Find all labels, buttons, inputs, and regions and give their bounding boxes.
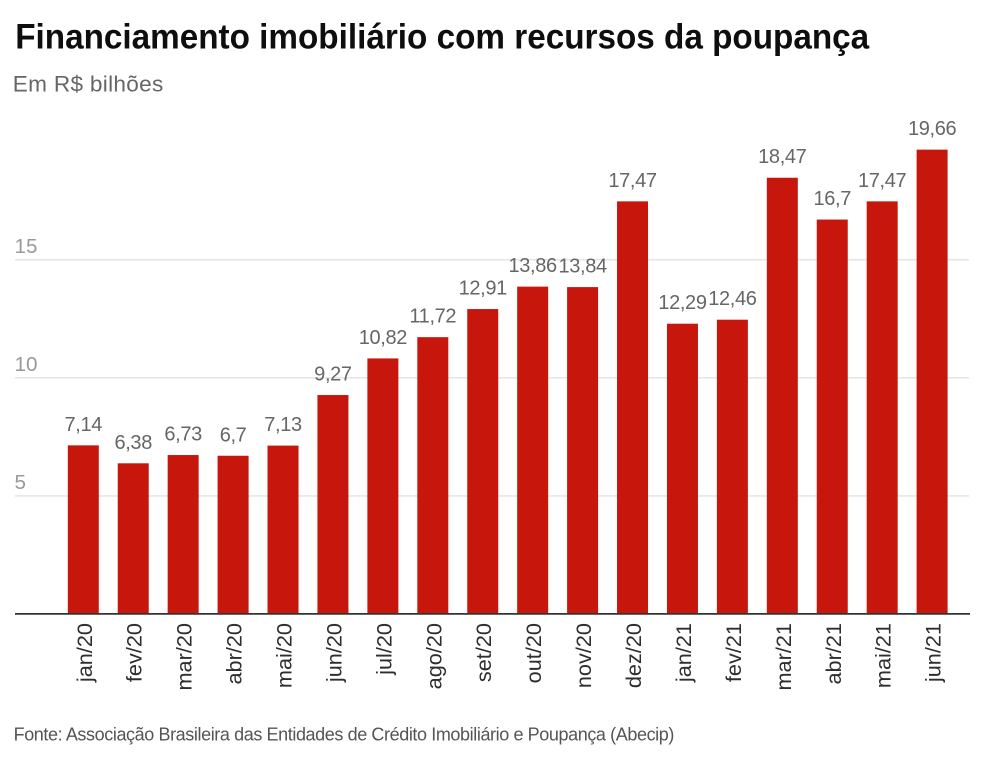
svg-text:nov/20: nov/20 [571,623,596,688]
svg-text:jun/21: jun/21 [921,623,946,683]
svg-text:5: 5 [15,471,27,494]
svg-text:out/20: out/20 [521,623,546,683]
svg-text:17,47: 17,47 [858,170,907,192]
svg-text:abr/21: abr/21 [821,623,846,685]
svg-text:fev/20: fev/20 [122,623,147,682]
svg-text:12,91: 12,91 [459,278,508,300]
svg-text:mar/21: mar/21 [771,623,796,691]
svg-text:Financiamento imobiliário com: Financiamento imobiliário com recursos d… [15,17,869,57]
svg-text:jun/20: jun/20 [321,623,346,683]
svg-text:mai/21: mai/21 [871,623,896,688]
svg-text:Em R$ bilhões: Em R$ bilhões [13,72,164,97]
svg-text:15: 15 [15,235,38,258]
svg-text:10,82: 10,82 [359,327,408,349]
svg-text:ago/20: ago/20 [421,623,446,689]
svg-text:jan/20: jan/20 [72,623,97,683]
svg-text:mar/20: mar/20 [172,623,197,691]
svg-text:18,47: 18,47 [758,146,807,168]
svg-text:12,29: 12,29 [658,292,707,314]
svg-text:6,7: 6,7 [220,424,247,446]
svg-text:6,73: 6,73 [164,424,202,446]
svg-text:13,86: 13,86 [509,255,558,277]
svg-text:abr/20: abr/20 [222,623,247,685]
svg-text:set/20: set/20 [471,623,496,682]
svg-text:19,66: 19,66 [908,118,957,140]
svg-text:7,14: 7,14 [65,414,103,436]
svg-text:jan/21: jan/21 [671,623,696,683]
svg-text:16,7: 16,7 [813,188,851,210]
svg-text:dez/20: dez/20 [621,623,646,688]
svg-text:13,84: 13,84 [558,256,607,278]
svg-text:17,47: 17,47 [608,170,657,192]
svg-text:fev/21: fev/21 [721,623,746,682]
svg-text:10: 10 [15,353,38,376]
svg-text:9,27: 9,27 [314,364,352,386]
svg-text:mai/20: mai/20 [272,623,297,688]
svg-text:6,38: 6,38 [114,432,152,454]
svg-text:7,13: 7,13 [264,414,302,436]
svg-text:12,46: 12,46 [708,288,757,310]
svg-text:Fonte: Associação Brasileira d: Fonte: Associação Brasileira das Entidad… [14,724,674,744]
svg-text:jul/20: jul/20 [371,623,396,676]
svg-text:11,72: 11,72 [409,306,456,328]
